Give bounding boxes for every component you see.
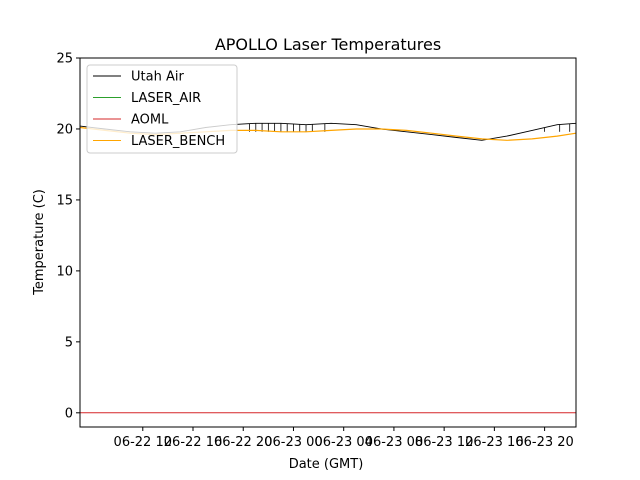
x-tick-label: 06-23 20	[515, 435, 573, 450]
x-tick-label: 06-23 08	[365, 435, 423, 450]
x-tick-label: 06-22 12	[114, 435, 172, 450]
chart-title: APOLLO Laser Temperatures	[215, 35, 441, 54]
x-axis-label: Date (GMT)	[289, 457, 364, 472]
y-tick-label: 20	[56, 122, 73, 137]
x-tick-label: 06-22 20	[214, 435, 272, 450]
y-tick-label: 25	[56, 52, 73, 67]
x-tick-label: 06-23 04	[314, 435, 372, 450]
plot-frame	[79, 57, 577, 428]
legend-label: LASER_AIR	[131, 91, 201, 106]
x-tick-label: 06-23 16	[465, 435, 523, 450]
y-tick-label: 5	[65, 335, 73, 350]
y-tick-label: 10	[56, 264, 73, 279]
y-tick-label: 15	[56, 193, 73, 208]
legend-label: Utah Air	[131, 70, 184, 85]
y-tick-label: 0	[65, 406, 73, 421]
x-tick-label: 06-23 00	[264, 435, 322, 450]
legend-label: AOML	[131, 113, 169, 128]
legend-label: LASER_BENCH	[131, 134, 225, 149]
legend: Utah Air LASER_AIR AOML LASER_BENCH	[86, 64, 238, 154]
legend-box	[86, 64, 238, 154]
y-axis: 0 5 10 15 20 25	[56, 52, 80, 421]
x-tick-label: 06-22 16	[164, 435, 222, 450]
x-tick-label: 06-23 12	[415, 435, 473, 450]
y-axis-label: Temperature (C)	[32, 189, 47, 296]
